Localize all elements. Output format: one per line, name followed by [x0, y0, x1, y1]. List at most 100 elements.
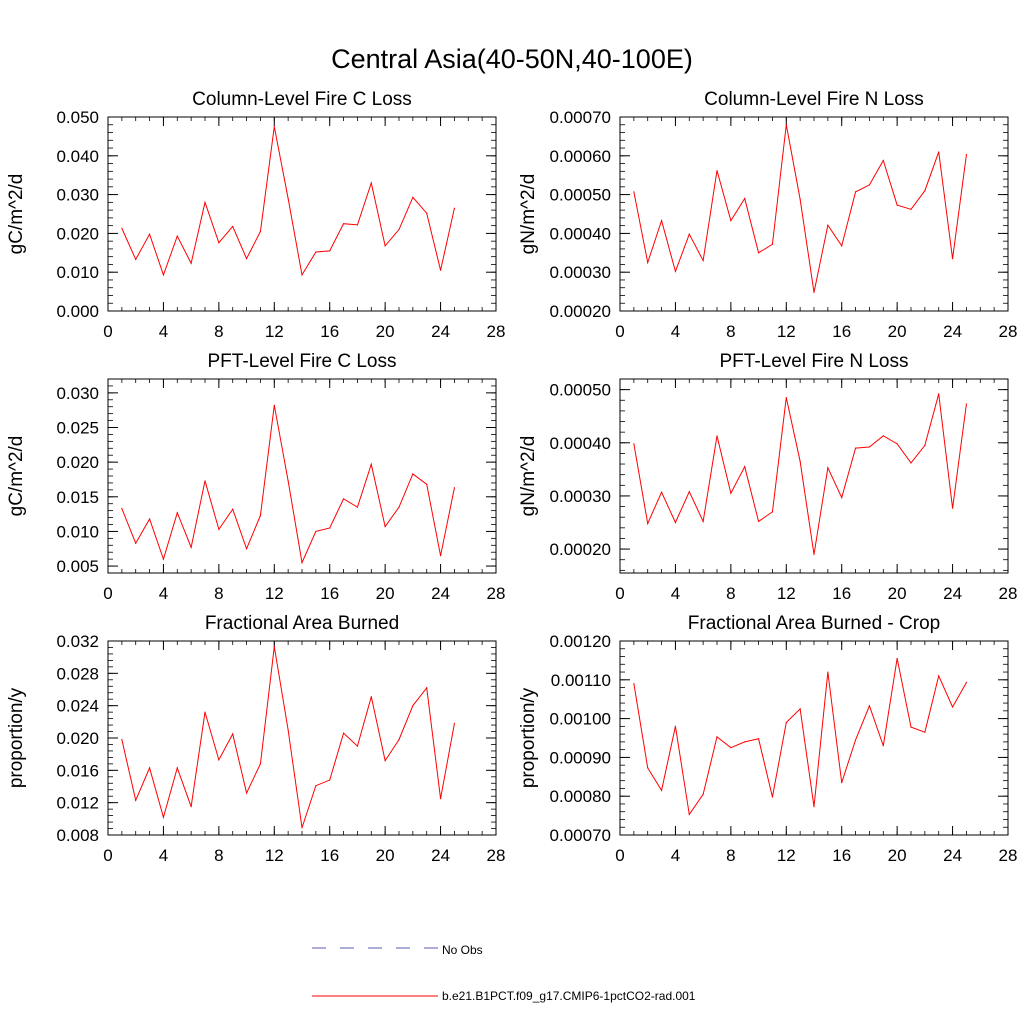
data-point	[660, 491, 663, 493]
data-point	[439, 555, 442, 557]
data-point	[259, 514, 262, 517]
data-point	[827, 224, 829, 226]
x-tick-label: 24	[431, 584, 450, 603]
x-tick-label: 4	[671, 322, 680, 341]
x-tick-label: 20	[888, 846, 907, 865]
chart-title: Column-Level Fire C Loss	[192, 89, 412, 110]
x-tick-label: 8	[214, 322, 223, 341]
data-point	[716, 169, 718, 172]
data-point	[121, 227, 123, 229]
data-point	[176, 512, 178, 514]
data-point	[841, 496, 843, 499]
data-point	[301, 827, 303, 829]
x-tick-label: 24	[943, 584, 962, 603]
series-line-1	[121, 126, 455, 277]
data-point	[785, 397, 787, 399]
x-tick-label: 20	[888, 322, 907, 341]
data-point	[398, 506, 400, 508]
data-point	[370, 182, 372, 184]
x-tick-label: 28	[487, 322, 506, 341]
data-point	[896, 204, 898, 206]
chart-title: PFT-Level Fire N Loss	[720, 351, 909, 372]
data-point	[965, 681, 968, 684]
y-tick-label: 0.00020	[550, 540, 611, 559]
data-point	[799, 708, 801, 710]
data-point	[951, 706, 954, 708]
data-point	[439, 269, 442, 271]
y-tick-label: 0.040	[56, 147, 99, 166]
x-tick-label: 16	[320, 846, 339, 865]
series-line-1	[121, 646, 455, 828]
plot-frame	[619, 378, 1009, 574]
x-tick-label: 16	[320, 322, 339, 341]
data-point	[799, 198, 801, 200]
data-point	[426, 483, 428, 485]
y-tick-label: 0.00080	[550, 787, 611, 806]
data-point	[660, 789, 663, 791]
data-point	[287, 197, 289, 200]
data-point	[439, 798, 442, 800]
x-tick-label: 12	[265, 322, 284, 341]
y-axis-label: gC/m^2/d	[6, 436, 27, 517]
data-point	[896, 443, 898, 445]
y-tick-label: 0.00020	[550, 302, 611, 321]
series-line-1	[121, 405, 455, 565]
data-point	[785, 124, 787, 126]
data-point	[204, 480, 206, 482]
data-point	[910, 462, 912, 464]
data-point	[716, 736, 718, 738]
data-point	[384, 245, 386, 247]
x-tick-label: 12	[265, 584, 284, 603]
data-point	[771, 796, 774, 798]
x-tick-label: 28	[487, 584, 506, 603]
y-tick-label: 0.020	[56, 453, 99, 472]
data-point	[204, 711, 206, 713]
plot-frame	[619, 116, 1009, 312]
chart-title: Column-Level Fire N Loss	[704, 89, 924, 110]
y-tick-label: 0.020	[56, 729, 99, 748]
data-point	[218, 242, 220, 244]
y-tick-label: 0.000	[56, 302, 99, 321]
x-tick-label: 16	[832, 322, 851, 341]
data-point	[938, 151, 940, 153]
x-tick-label: 8	[214, 584, 223, 603]
data-point	[190, 546, 192, 548]
data-point	[702, 520, 704, 523]
legend-label-no-obs: No Obs	[442, 943, 483, 957]
data-point	[924, 444, 926, 447]
x-tick-label: 12	[265, 846, 284, 865]
data-point	[688, 813, 690, 816]
data-point	[412, 705, 414, 707]
data-point	[176, 767, 178, 769]
x-tick-label: 4	[671, 846, 680, 865]
data-point	[453, 722, 456, 725]
data-point	[688, 233, 690, 235]
x-tick-label: 4	[159, 846, 168, 865]
data-point	[744, 741, 746, 743]
data-point	[757, 738, 760, 740]
x-tick-label: 0	[615, 846, 624, 865]
figure-title: Central Asia(40-50N,40-100E)	[331, 44, 693, 74]
y-tick-label: 0.00050	[550, 186, 611, 205]
data-point	[813, 806, 815, 808]
y-axis-label: gN/m^2/d	[518, 436, 539, 517]
x-tick-label: 4	[671, 584, 680, 603]
data-point	[688, 491, 690, 493]
data-point	[329, 527, 331, 529]
chart-panel-4: PFT-Level Fire N Loss gN/m^2/d 0 4 8 12 16 20 24…	[518, 351, 1017, 603]
y-tick-label: 0.00040	[550, 434, 611, 453]
data-point	[841, 782, 843, 784]
x-tick-label: 0	[103, 846, 112, 865]
data-point	[633, 443, 635, 445]
y-tick-label: 0.016	[56, 761, 99, 780]
chart-title: Fractional Area Burned - Crop	[688, 613, 940, 634]
data-point	[356, 745, 359, 747]
data-point	[342, 732, 345, 734]
data-point	[148, 233, 151, 235]
x-tick-label: 8	[214, 846, 223, 865]
data-point	[854, 739, 857, 741]
data-point	[315, 785, 317, 787]
data-point	[716, 435, 718, 437]
plot-frame	[107, 116, 497, 312]
chart-panels: Column-Level Fire C Loss gC/m^2/d 0 4 8 12 16 2…	[6, 89, 1017, 865]
